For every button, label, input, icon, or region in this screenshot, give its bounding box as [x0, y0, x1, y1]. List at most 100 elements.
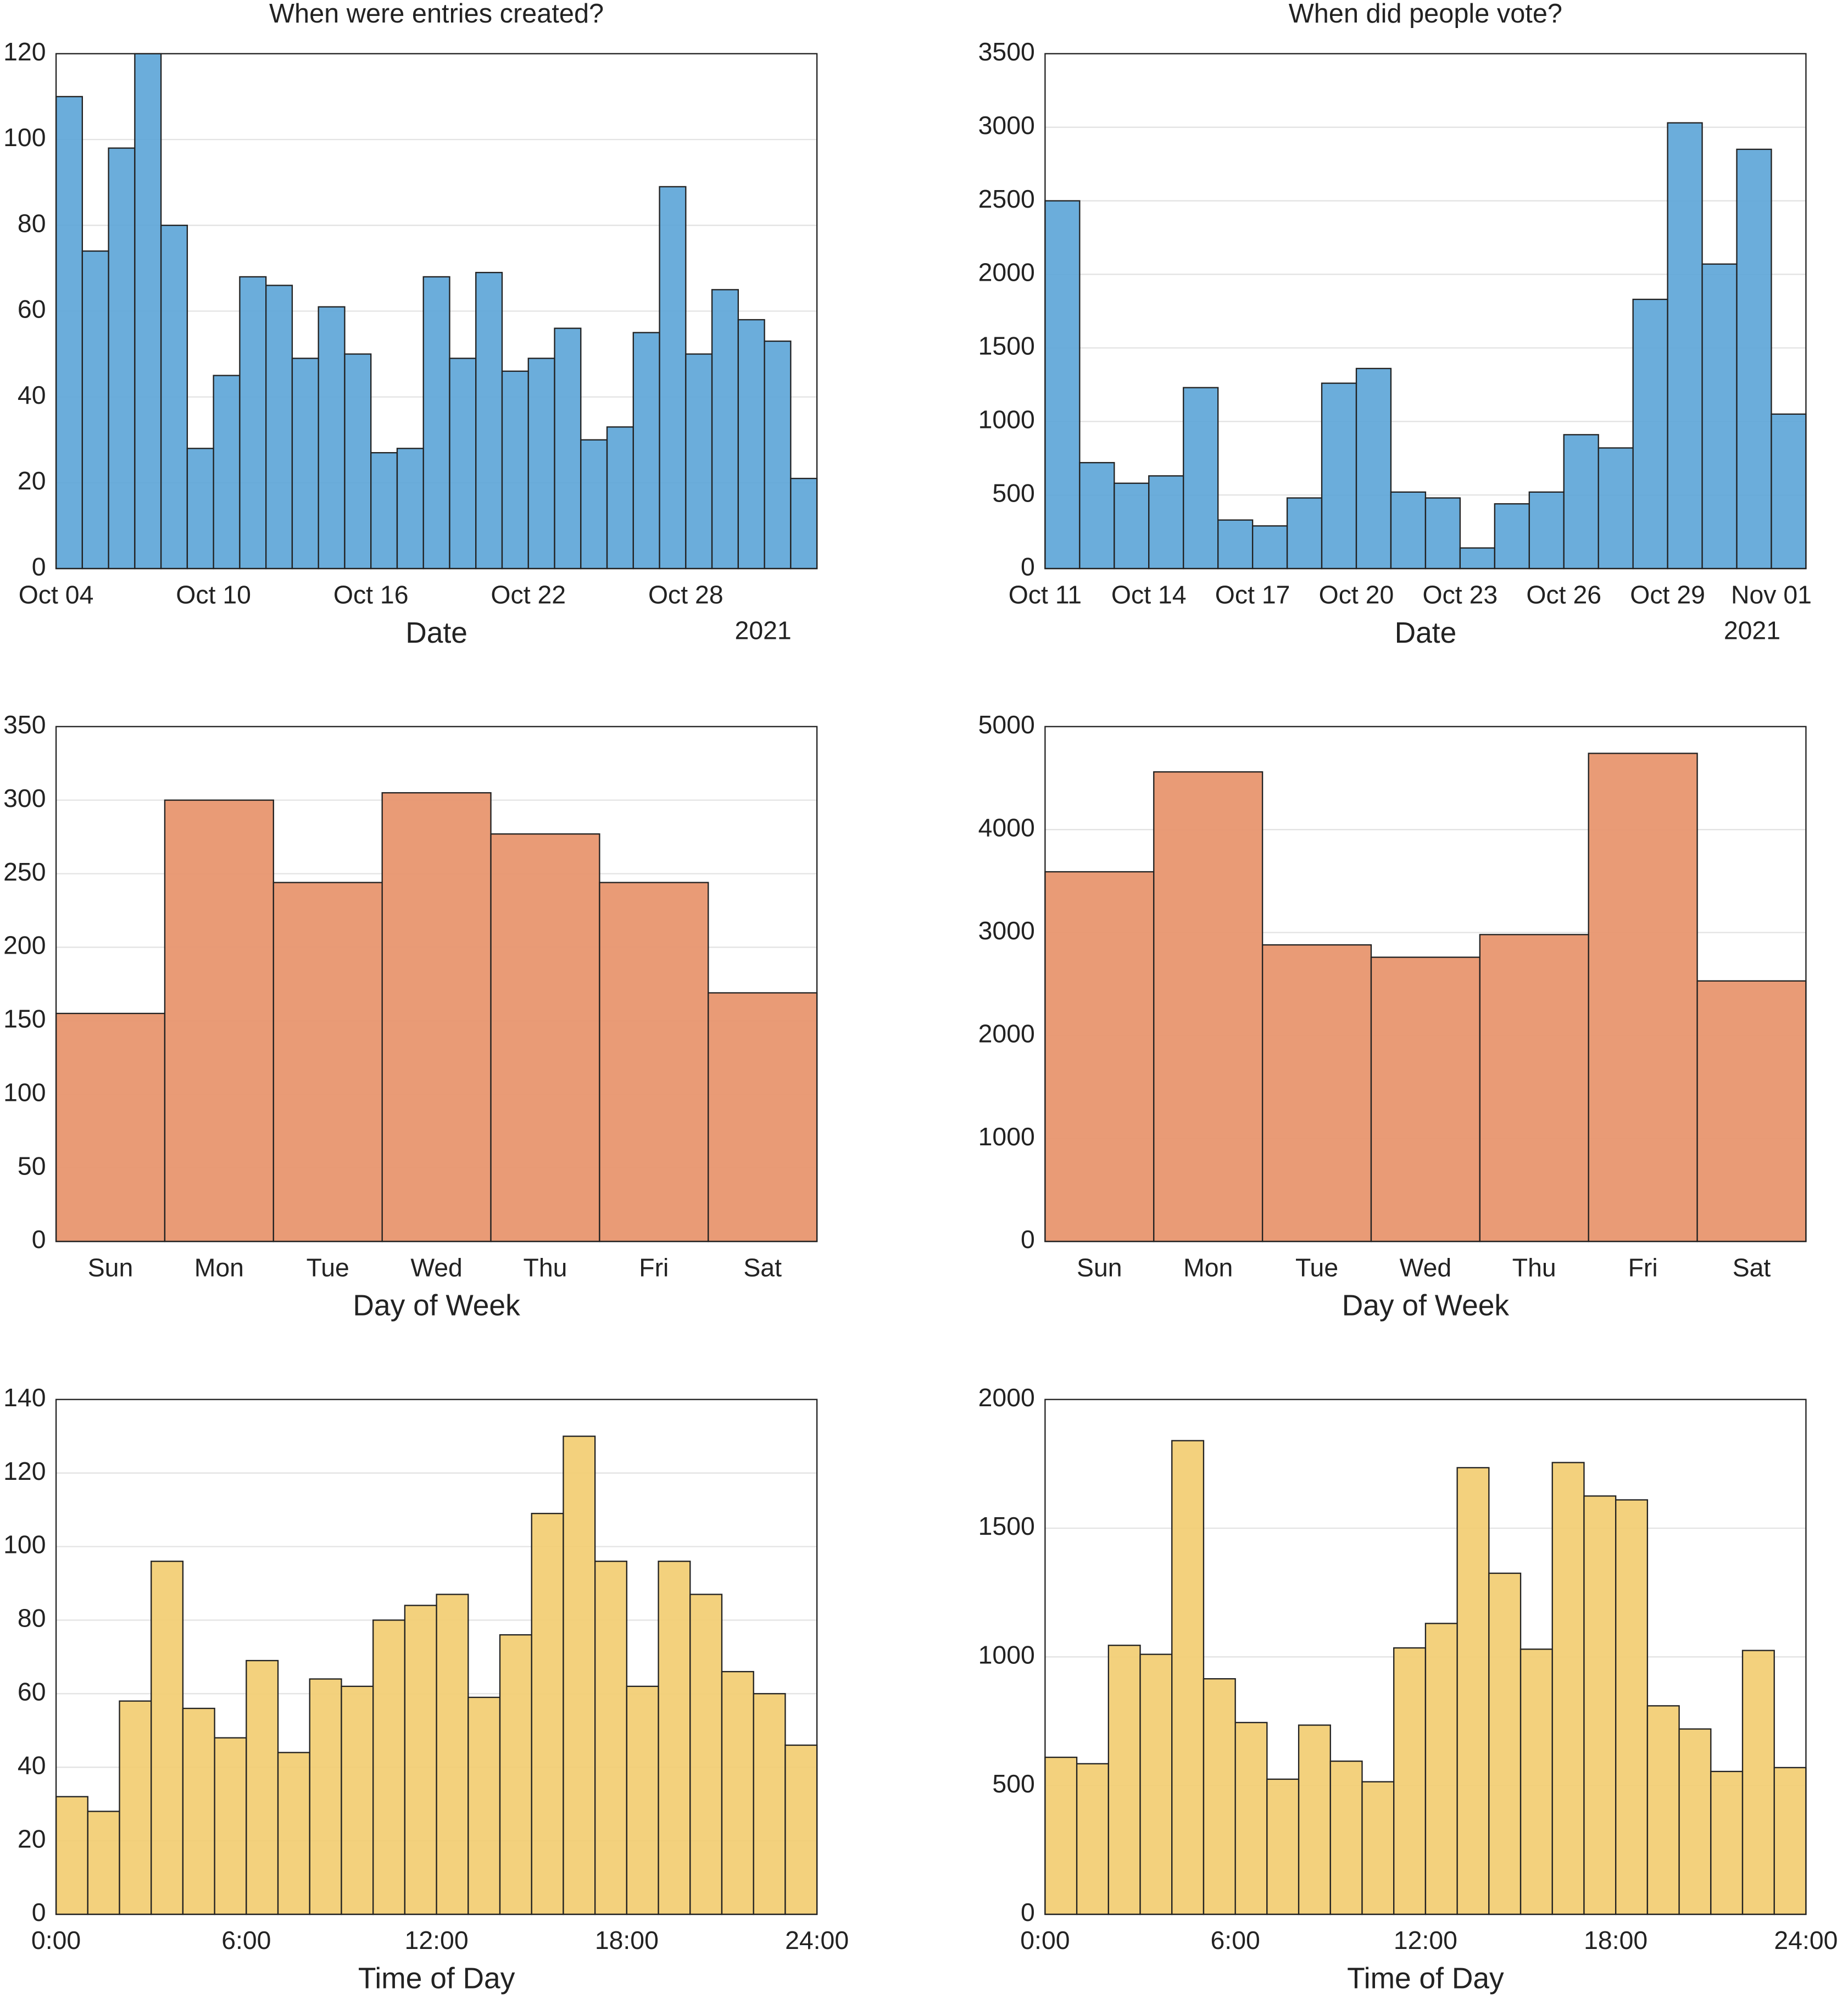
bar [1079, 462, 1115, 570]
x-tick-label: 18:00 [595, 1926, 659, 1954]
x-offset-label: 2021 [1724, 616, 1780, 644]
x-tick-label: Oct 29 [1630, 580, 1705, 609]
bar [1551, 1462, 1585, 1915]
bar [1456, 1467, 1490, 1915]
y-tick-label: 2000 [978, 258, 1035, 287]
y-tick-label: 1500 [978, 332, 1035, 360]
x-axis-label: Day of Week [353, 1290, 520, 1322]
x-tick-label: Wed [410, 1253, 463, 1282]
bar [1251, 525, 1288, 570]
y-tick-label: 4000 [978, 813, 1035, 842]
bar [160, 225, 188, 570]
bar [1588, 753, 1698, 1243]
bar [318, 306, 346, 570]
y-tick-label: 0 [32, 552, 46, 581]
bar [1563, 434, 1599, 570]
y-tick-label: 40 [18, 381, 46, 409]
bar [1479, 934, 1589, 1243]
bar [436, 1594, 469, 1915]
x-tick-label: Sat [1733, 1253, 1771, 1282]
bar [1488, 1572, 1522, 1915]
bar [1773, 1767, 1807, 1915]
bar [1424, 497, 1461, 570]
bar [554, 327, 582, 570]
plot-frame [1044, 1399, 1807, 1915]
bar [1710, 1770, 1744, 1915]
bar [1393, 1647, 1427, 1915]
x-tick-label: Oct 04 [19, 580, 94, 609]
bar [1583, 1495, 1617, 1915]
bar [1494, 503, 1530, 570]
bar [1667, 122, 1703, 570]
bar [108, 147, 136, 570]
bar [1370, 956, 1481, 1243]
bar [531, 1513, 564, 1915]
y-tick-label: 1000 [978, 405, 1035, 433]
y-tick-label: 80 [18, 1604, 46, 1633]
bar [1139, 1653, 1173, 1915]
plot-frame [1044, 726, 1807, 1243]
x-tick-label: Oct 23 [1423, 580, 1498, 609]
x-tick-label: Oct 22 [491, 580, 566, 609]
y-tick-label: 0 [32, 1898, 46, 1926]
bar [499, 1634, 532, 1915]
y-tick-label: 3000 [978, 111, 1035, 140]
bar [1148, 475, 1184, 570]
x-tick-label: Oct 20 [1319, 580, 1394, 609]
x-tick-label: 12:00 [1394, 1926, 1457, 1954]
x-tick-label: 18:00 [1584, 1926, 1647, 1954]
bar [580, 439, 608, 570]
bar [1234, 1722, 1268, 1915]
bar [689, 1594, 723, 1915]
bar [1217, 519, 1254, 570]
bar [490, 833, 600, 1243]
bar [1632, 298, 1668, 570]
bar [449, 358, 477, 570]
bar [55, 1012, 166, 1243]
bar [1361, 1781, 1395, 1915]
x-tick-label: Oct 10 [176, 580, 251, 609]
x-axis-label: Date [1395, 617, 1457, 649]
bar [396, 448, 424, 570]
x-tick-label: Mon [194, 1253, 244, 1282]
y-tick-label: 3500 [978, 37, 1035, 66]
bar [708, 992, 818, 1243]
x-tick-label: Sun [1077, 1253, 1122, 1282]
x-tick-label: Fri [1628, 1253, 1658, 1282]
y-tick-label: 250 [3, 857, 46, 886]
bar [1153, 771, 1263, 1243]
bar [182, 1707, 215, 1915]
bar [1597, 447, 1634, 570]
y-tick-label: 5000 [978, 710, 1035, 739]
y-tick-label: 100 [3, 123, 46, 152]
y-tick-label: 500 [992, 478, 1034, 507]
chart-title: When were entries created? [269, 0, 604, 29]
bar [659, 186, 687, 570]
bar [309, 1678, 342, 1915]
bar [265, 285, 293, 570]
bar [404, 1605, 437, 1915]
y-tick-label: 0 [1021, 552, 1035, 581]
bar [1390, 491, 1427, 570]
y-tick-label: 200 [3, 931, 46, 960]
bar [563, 1435, 596, 1915]
y-tick-label: 2000 [978, 1019, 1035, 1048]
bar [737, 319, 765, 570]
y-tick-label: 80 [18, 209, 46, 237]
y-tick-label: 2500 [978, 185, 1035, 213]
bar [164, 799, 274, 1243]
x-tick-label: Oct 17 [1215, 580, 1290, 609]
bar [784, 1744, 818, 1915]
x-tick-label: Sat [743, 1253, 782, 1282]
bar [721, 1670, 754, 1915]
bar [344, 353, 372, 570]
bar [341, 1685, 374, 1915]
y-tick-label: 350 [3, 710, 46, 739]
bar [1329, 1760, 1363, 1915]
bar [632, 332, 660, 570]
bar [1044, 1756, 1078, 1915]
bar [1298, 1724, 1331, 1915]
y-tick-label: 100 [3, 1078, 46, 1106]
x-tick-label: Sun [88, 1253, 133, 1282]
